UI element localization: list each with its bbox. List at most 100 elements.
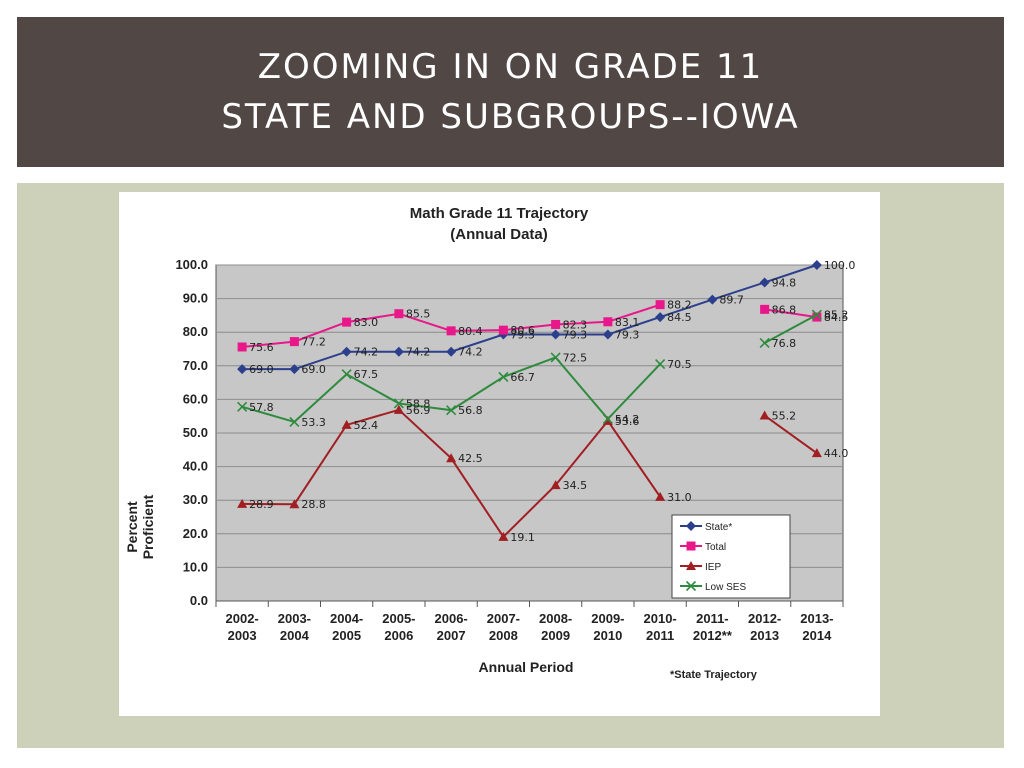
total-data-label: 85.5 — [406, 308, 431, 321]
low_ses-data-point-stroke — [237, 401, 248, 412]
state-data-point — [550, 329, 561, 340]
total-data-point — [812, 312, 822, 322]
state-data-label: 74.2 — [406, 346, 431, 359]
low_ses-data-label: 66.7 — [510, 371, 535, 384]
y-tick-label: 0.0 — [190, 593, 208, 608]
legend-swatch-marker — [685, 580, 697, 592]
total-data-point — [289, 337, 299, 347]
state-data-label: 89.7 — [719, 294, 744, 307]
total-data-point — [551, 319, 561, 329]
x-tick-label: 2002- — [226, 611, 259, 626]
total-series-line — [764, 308, 818, 319]
iep-data-point — [550, 480, 561, 490]
y-tick-label: 60.0 — [183, 391, 208, 406]
x-tick-label: 2014 — [802, 628, 832, 643]
x-tick-label: 2003 — [228, 628, 257, 643]
total-data-point — [603, 317, 613, 327]
iep-data-point — [289, 499, 300, 509]
state-data-point — [237, 364, 248, 375]
iep-data-label: 55.2 — [772, 410, 797, 423]
state-data-point — [393, 346, 404, 357]
plot-area: 0.0 10.0 20.0 30.0 40.0 50.0 60.0 70.0 80.0 90.0 1… — [175, 257, 855, 643]
low_ses-data-point-stroke — [393, 398, 404, 409]
legend-swatch-marker — [686, 521, 696, 531]
legend-swatch-marker-stroke — [685, 580, 697, 592]
iep-data-point — [811, 448, 822, 458]
x-tick-label: 2007- — [487, 611, 520, 626]
y-tick-label: 80.0 — [183, 324, 208, 339]
total-data-point — [760, 304, 770, 314]
state-data-point — [602, 329, 613, 340]
total-data-label: 86.8 — [772, 303, 797, 316]
low_ses-data-label: 72.5 — [563, 351, 588, 364]
x-tick-label: 2006 — [384, 628, 413, 643]
iep-series-line — [764, 414, 818, 454]
low_ses-data-point — [759, 337, 770, 349]
state-data-label: 69.0 — [249, 363, 274, 376]
total-data-label: 83.1 — [615, 316, 640, 329]
state-data-point — [655, 312, 666, 323]
low_ses-series-line — [764, 313, 818, 344]
x-tick-label: 2003- — [278, 611, 311, 626]
x-tick-label: 2011- — [696, 611, 729, 626]
y-tick-label: 100.0 — [175, 257, 208, 272]
chart-subtitle: (Annual Data) — [450, 226, 548, 243]
low_ses-data-point-stroke — [289, 416, 300, 427]
state-data-point — [707, 294, 718, 305]
iep-data-label: 28.8 — [301, 498, 326, 511]
low_ses-data-point — [550, 352, 561, 363]
y-tick-label: 20.0 — [183, 526, 208, 541]
title-banner: ZOOMING IN ON GRADE 11 STATE AND SUBGROU… — [17, 17, 1004, 167]
total-data-point — [237, 342, 247, 352]
x-tick-label: 2008 — [489, 628, 518, 643]
total-data-label: 75.6 — [249, 341, 274, 354]
total-data-label: 80.6 — [510, 324, 535, 337]
state-data-label: 100.0 — [824, 259, 856, 272]
legend-swatch-marker — [686, 541, 696, 551]
y-tick-label: 10.0 — [183, 559, 208, 574]
x-tick-label: 2011 — [646, 628, 674, 643]
low_ses-data-label: 85.2 — [824, 309, 849, 322]
legend-swatch-marker — [686, 561, 696, 570]
state-trajectory-note: *State Trajectory — [670, 669, 758, 681]
y-tick-label: 70.0 — [183, 358, 208, 373]
slide-title-line-1: ZOOMING IN ON GRADE 11 — [257, 47, 764, 87]
x-axis-label: Annual Period — [479, 659, 574, 675]
low_ses-data-label: 70.5 — [667, 358, 692, 371]
x-tick-label: 2010 — [593, 628, 622, 643]
legend-label: Low SES — [705, 582, 746, 593]
x-tick-label: 2013 — [750, 628, 779, 643]
iep-data-point — [393, 404, 404, 414]
low_ses-data-point — [289, 416, 300, 427]
y-tick-label: 40.0 — [183, 459, 208, 474]
state-data-label: 84.5 — [667, 311, 692, 324]
low_ses-data-label: 53.3 — [301, 416, 326, 429]
x-tick-label: 2004- — [330, 611, 363, 626]
low_ses-data-label: 76.8 — [772, 337, 797, 350]
x-tick-label: 2012- — [748, 611, 781, 626]
total-data-label: 82.3 — [563, 318, 588, 331]
state-data-point — [759, 277, 770, 288]
iep-data-label: 34.5 — [563, 479, 588, 492]
state-data-label: 79.3 — [510, 329, 535, 342]
state-series-line — [242, 264, 818, 371]
iep-data-point — [341, 419, 352, 429]
low_ses-data-point — [393, 398, 404, 409]
total-data-label: 84.5 — [824, 311, 849, 324]
line-chart: Math Grade 11 Trajectory (Annual Data) 0… — [124, 205, 855, 681]
low_ses-data-label: 56.8 — [458, 404, 483, 417]
state-data-label: 69.0 — [301, 363, 326, 376]
x-tick-label: 2009- — [591, 611, 624, 626]
low_ses-data-point-stroke — [759, 337, 770, 349]
low_ses-data-point — [811, 309, 822, 320]
iep-data-point — [237, 498, 248, 508]
iep-data-point — [498, 531, 509, 541]
y-tick-label: 90.0 — [183, 291, 208, 306]
x-tick-label: 2009 — [541, 628, 570, 643]
low_ses-data-point-stroke — [498, 371, 509, 382]
low_ses-data-label: 54.2 — [615, 413, 640, 426]
chart-title: Math Grade 11 Trajectory — [410, 205, 589, 222]
x-tick-label: 2010- — [644, 611, 677, 626]
low_ses-data-point-stroke — [341, 369, 352, 380]
iep-data-label: 53.6 — [615, 415, 640, 428]
